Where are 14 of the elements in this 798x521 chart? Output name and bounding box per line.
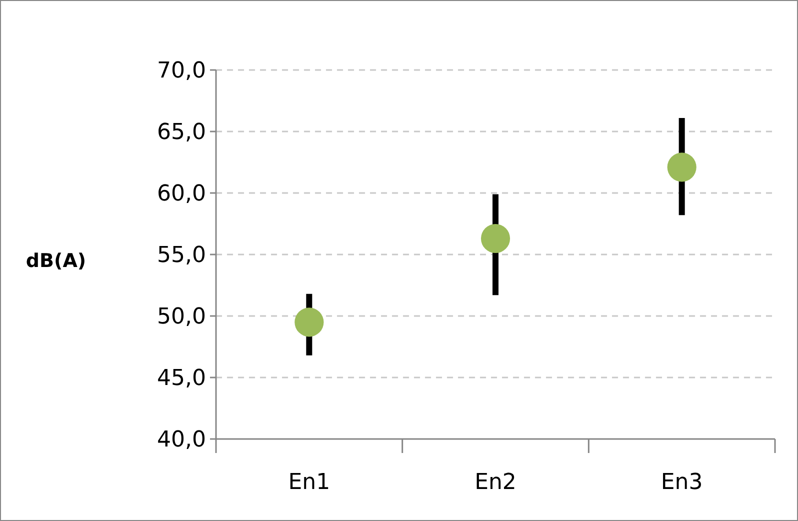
y-tick-label: 40,0 (157, 428, 206, 453)
y-tick-label: 60,0 (157, 182, 206, 207)
y-tick-label: 50,0 (157, 304, 206, 330)
y-tick-label: 45,0 (157, 366, 206, 392)
point (294, 308, 324, 337)
y-tick-label: 65,0 (157, 120, 206, 146)
point (667, 152, 696, 182)
x-tick-label: En1 (288, 470, 330, 495)
y-tick-label: 55,0 (157, 243, 206, 268)
y-tick-label: 70,0 (157, 58, 206, 84)
point (480, 224, 510, 254)
x-tick-label: En2 (474, 470, 516, 495)
x-tick-label: En3 (660, 470, 703, 495)
y-axis-title: dB(A) (26, 250, 86, 272)
